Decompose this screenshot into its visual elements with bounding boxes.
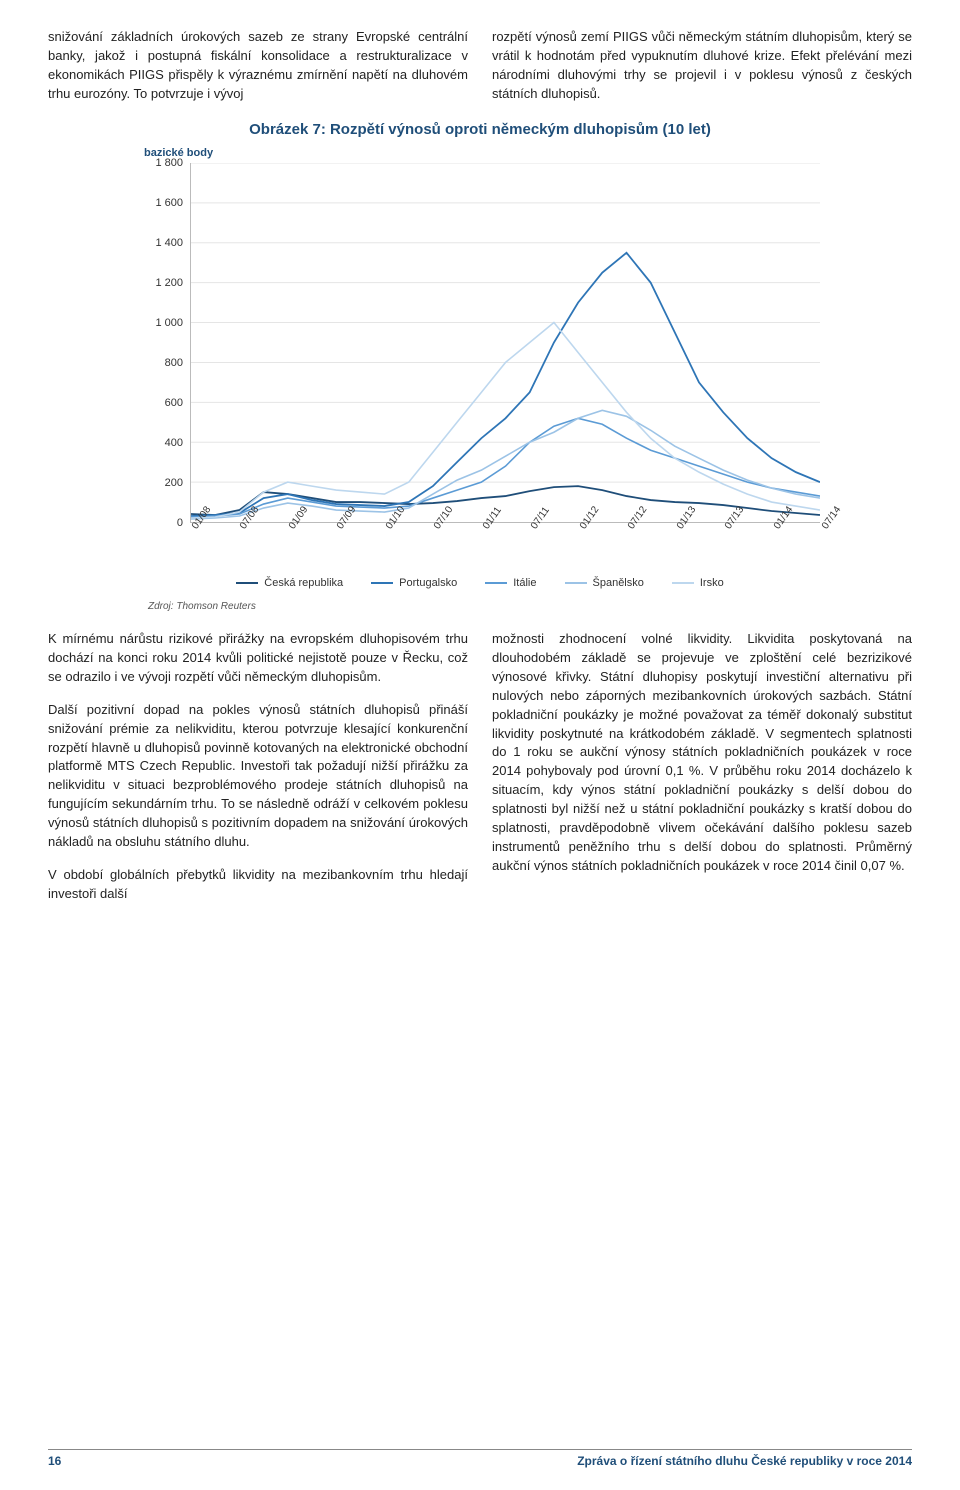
intro-right: rozpětí výnosů zemí PIIGS vůči německým … <box>492 28 912 103</box>
intro-left: snižování základních úrokových sazeb ze … <box>48 28 468 103</box>
x-tick-label: 07/14 <box>820 505 843 532</box>
page-number: 16 <box>48 1454 61 1468</box>
y-tick-label: 1 400 <box>155 237 183 249</box>
body-left: K mírnému nárůstu rizikové přirážky na e… <box>48 630 468 917</box>
body-paragraph: Další pozitivní dopad na pokles výnosů s… <box>48 701 468 852</box>
legend-label: Španělsko <box>593 577 644 589</box>
y-tick-label: 1 600 <box>155 197 183 209</box>
intro-columns: snižování základních úrokových sazeb ze … <box>48 28 912 103</box>
chart-source: Zdroj: Thomson Reuters <box>148 601 912 612</box>
y-tick-label: 800 <box>165 357 183 369</box>
y-axis-labels: 02004006008001 0001 2001 4001 6001 800 <box>141 163 187 522</box>
y-tick-label: 600 <box>165 397 183 409</box>
legend-item: Itálie <box>485 577 536 589</box>
footer-title: Zpráva o řízení státního dluhu České rep… <box>577 1454 912 1468</box>
page-footer: 16 Zpráva o řízení státního dluhu České … <box>48 1449 912 1468</box>
y-tick-label: 1 200 <box>155 277 183 289</box>
chart-wrap: bazické body 02004006008001 0001 2001 40… <box>140 144 820 589</box>
legend-label: Česká republika <box>264 577 343 589</box>
x-axis-labels: 01/0807/0801/0907/0901/1007/1001/1107/11… <box>190 523 820 571</box>
body-paragraph: K mírnému nárůstu rizikové přirážky na e… <box>48 630 468 687</box>
chart-title: Obrázek 7: Rozpětí výnosů oproti německý… <box>48 121 912 138</box>
chart-legend: Česká republika Portugalsko Itálie Španělsk… <box>140 577 820 589</box>
legend-label: Irsko <box>700 577 724 589</box>
body-paragraph: možnosti zhodnocení volné likvidity. Lik… <box>492 630 912 875</box>
legend-item: Česká republika <box>236 577 343 589</box>
legend-swatch <box>672 582 694 584</box>
legend-label: Itálie <box>513 577 536 589</box>
legend-label: Portugalsko <box>399 577 457 589</box>
y-tick-label: 1 800 <box>155 157 183 169</box>
chart-plot-area: 02004006008001 0001 2001 4001 6001 800 <box>190 163 820 523</box>
chart-svg <box>191 163 820 522</box>
legend-swatch <box>371 582 393 584</box>
y-tick-label: 400 <box>165 437 183 449</box>
y-tick-label: 1 000 <box>155 317 183 329</box>
legend-swatch <box>565 582 587 584</box>
y-tick-label: 200 <box>165 477 183 489</box>
legend-item: Španělsko <box>565 577 644 589</box>
legend-swatch <box>485 582 507 584</box>
legend-item: Portugalsko <box>371 577 457 589</box>
y-tick-label: 0 <box>177 517 183 529</box>
body-paragraph: V období globálních přebytků likvidity n… <box>48 866 468 904</box>
body-columns: K mírnému nárůstu rizikové přirážky na e… <box>48 630 912 917</box>
legend-swatch <box>236 582 258 584</box>
body-right: možnosti zhodnocení volné likvidity. Lik… <box>492 630 912 917</box>
legend-item: Irsko <box>672 577 724 589</box>
